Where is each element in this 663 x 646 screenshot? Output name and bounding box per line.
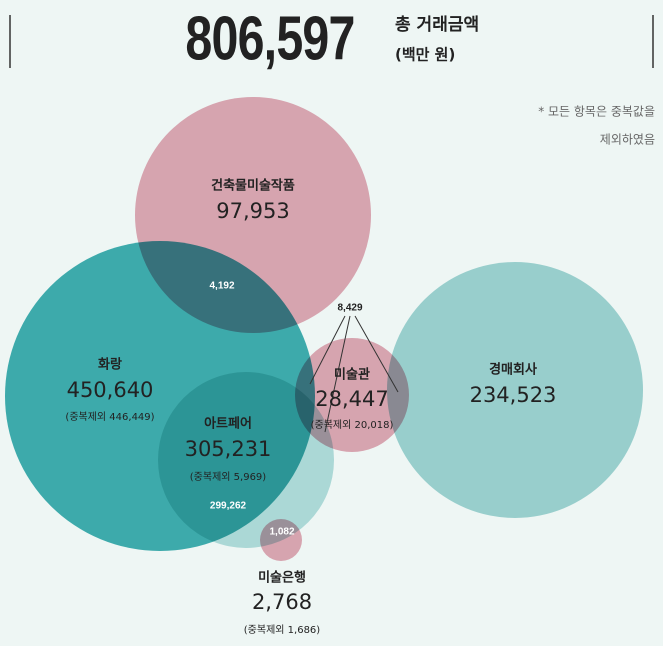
circle <box>135 97 371 333</box>
circle <box>295 338 409 452</box>
node-name: 미술은행 <box>258 570 306 586</box>
node-name: 화랑 <box>98 357 122 373</box>
unit: (백만 원) <box>395 46 455 64</box>
node-value: 305,231 <box>185 437 272 461</box>
total: 806,597 <box>185 4 354 73</box>
node-dedup: (중복제외 446,449) <box>65 411 154 423</box>
overlap-value: 8,429 <box>337 303 362 314</box>
node-dedup: (중복제외 20,018) <box>311 419 394 431</box>
node-name: 미술관 <box>334 367 370 383</box>
leader-lines <box>309 315 399 433</box>
node-name: 아트페어 <box>204 416 252 432</box>
node-name: 건축물미술작품 <box>211 178 295 194</box>
node-value: 234,523 <box>470 383 557 407</box>
overlap-value: 299,262 <box>210 501 247 512</box>
node-value: 28,447 <box>315 387 388 411</box>
overlap-value: 1,082 <box>269 527 294 538</box>
node-value: 97,953 <box>216 199 289 223</box>
node-name: 경매회사 <box>489 362 537 378</box>
total-label: 총 거래금액 <box>395 15 479 35</box>
node-value: 450,640 <box>67 378 154 402</box>
circle <box>387 262 643 518</box>
node-dedup: (중복제외 5,969) <box>190 471 267 483</box>
note: * 모든 항목은 중복값을 <box>538 105 655 119</box>
circle <box>158 372 334 548</box>
note: 제외하였음 <box>600 133 655 147</box>
node-value: 2,768 <box>252 590 312 614</box>
overlap-value: 4,192 <box>209 281 234 292</box>
circle <box>260 519 302 561</box>
node-dedup: (중복제외 1,686) <box>244 624 321 636</box>
